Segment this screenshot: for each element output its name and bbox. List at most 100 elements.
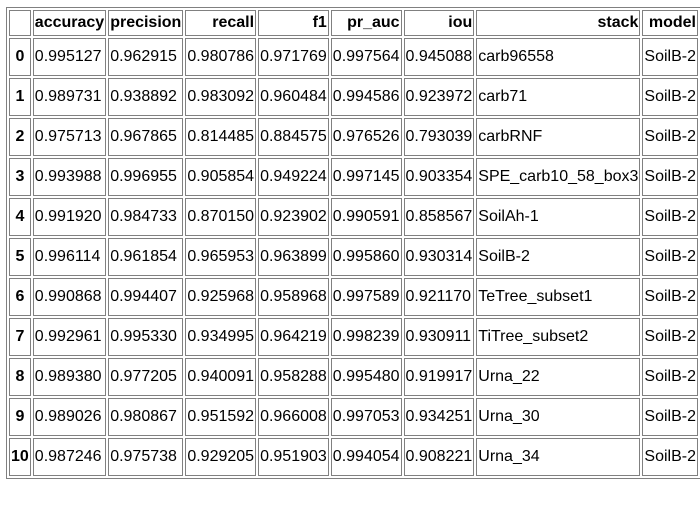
cell-iou: 0.930314: [403, 238, 475, 276]
cell-recall: 0.965953: [185, 238, 257, 276]
cell-stack: Urna_34: [476, 438, 641, 476]
cell-recall: 0.870150: [185, 198, 257, 236]
cell-f1: 0.971769: [258, 38, 329, 76]
cell-index: 9: [9, 398, 31, 436]
cell-iou: 0.923972: [403, 78, 475, 116]
cell-stack: TeTree_subset1: [476, 278, 641, 316]
cell-index: 4: [9, 198, 31, 236]
cell-index: 6: [9, 278, 31, 316]
cell-pr-auc: 0.994586: [330, 78, 402, 116]
cell-model: SoilB-2: [642, 398, 698, 436]
cell-stack: carb96558: [476, 38, 641, 76]
cell-model: SoilB-2: [642, 118, 698, 156]
table-row: 3 0.993988 0.996955 0.905854 0.949224 0.99714…: [9, 158, 698, 196]
cell-iou: 0.934251: [403, 398, 475, 436]
cell-iou: 0.793039: [403, 118, 475, 156]
cell-pr-auc: 0.995860: [330, 238, 402, 276]
cell-pr-auc: 0.997564: [330, 38, 402, 76]
cell-precision: 0.967865: [108, 118, 184, 156]
table-row: 8 0.989380 0.977205 0.940091 0.958288 0.99548…: [9, 358, 698, 396]
cell-accuracy: 0.989731: [32, 78, 107, 116]
cell-f1: 0.960484: [258, 78, 329, 116]
cell-f1: 0.884575: [258, 118, 329, 156]
cell-pr-auc: 0.998239: [330, 318, 402, 356]
cell-f1: 0.966008: [258, 398, 329, 436]
cell-stack: SPE_carb10_58_box3: [476, 158, 641, 196]
table-row: 10 0.987246 0.975738 0.929205 0.951903 0.9940…: [9, 438, 698, 476]
cell-precision: 0.975738: [108, 438, 184, 476]
cell-accuracy: 0.993988: [32, 158, 107, 196]
cell-accuracy: 0.989026: [32, 398, 107, 436]
cell-stack: Urna_30: [476, 398, 641, 436]
table-row: 5 0.996114 0.961854 0.965953 0.963899 0.99586…: [9, 238, 698, 276]
cell-pr-auc: 0.994054: [330, 438, 402, 476]
header-cell-iou: iou: [403, 10, 475, 36]
cell-f1: 0.923902: [258, 198, 329, 236]
cell-stack: Urna_22: [476, 358, 641, 396]
cell-iou: 0.945088: [403, 38, 475, 76]
header-cell-f1: f1: [258, 10, 329, 36]
cell-pr-auc: 0.990591: [330, 198, 402, 236]
cell-pr-auc: 0.997589: [330, 278, 402, 316]
cell-iou: 0.903354: [403, 158, 475, 196]
table-row: 2 0.975713 0.967865 0.814485 0.884575 0.97652…: [9, 118, 698, 156]
cell-model: SoilB-2: [642, 38, 698, 76]
cell-f1: 0.958968: [258, 278, 329, 316]
cell-model: SoilB-2: [642, 158, 698, 196]
cell-iou: 0.921170: [403, 278, 475, 316]
cell-model: SoilB-2: [642, 318, 698, 356]
cell-model: SoilB-2: [642, 238, 698, 276]
cell-index: 5: [9, 238, 31, 276]
header-cell-recall: recall: [185, 10, 257, 36]
cell-accuracy: 0.990868: [32, 278, 107, 316]
cell-iou: 0.908221: [403, 438, 475, 476]
cell-index: 3: [9, 158, 31, 196]
cell-stack: SoilAh-1: [476, 198, 641, 236]
cell-index: 1: [9, 78, 31, 116]
cell-recall: 0.940091: [185, 358, 257, 396]
table-row: 7 0.992961 0.995330 0.934995 0.964219 0.99823…: [9, 318, 698, 356]
cell-stack: carb71: [476, 78, 641, 116]
header-row: accuracy precision recall f1 pr_auc iou …: [9, 10, 698, 36]
cell-precision: 0.984733: [108, 198, 184, 236]
cell-f1: 0.964219: [258, 318, 329, 356]
cell-stack: carbRNF: [476, 118, 641, 156]
cell-pr-auc: 0.997145: [330, 158, 402, 196]
cell-f1: 0.958288: [258, 358, 329, 396]
cell-accuracy: 0.987246: [32, 438, 107, 476]
table-row: 6 0.990868 0.994407 0.925968 0.958968 0.99758…: [9, 278, 698, 316]
cell-index: 10: [9, 438, 31, 476]
table-row: 9 0.989026 0.980867 0.951592 0.966008 0.99705…: [9, 398, 698, 436]
dataframe-container: accuracy precision recall f1 pr_auc iou …: [6, 7, 700, 479]
cell-f1: 0.951903: [258, 438, 329, 476]
header-cell-index: [9, 10, 31, 36]
cell-accuracy: 0.991920: [32, 198, 107, 236]
cell-precision: 0.994407: [108, 278, 184, 316]
cell-accuracy: 0.989380: [32, 358, 107, 396]
cell-accuracy: 0.992961: [32, 318, 107, 356]
cell-precision: 0.996955: [108, 158, 184, 196]
cell-model: SoilB-2: [642, 78, 698, 116]
cell-recall: 0.980786: [185, 38, 257, 76]
cell-index: 7: [9, 318, 31, 356]
header-cell-stack: stack: [476, 10, 641, 36]
cell-precision: 0.977205: [108, 358, 184, 396]
cell-pr-auc: 0.997053: [330, 398, 402, 436]
cell-stack: SoilB-2: [476, 238, 641, 276]
table-body: 0 0.995127 0.962915 0.980786 0.971769 0.99756…: [9, 38, 698, 476]
cell-recall: 0.951592: [185, 398, 257, 436]
cell-precision: 0.962915: [108, 38, 184, 76]
table-row: 1 0.989731 0.938892 0.983092 0.960484 0.99458…: [9, 78, 698, 116]
cell-accuracy: 0.995127: [32, 38, 107, 76]
cell-iou: 0.919917: [403, 358, 475, 396]
cell-recall: 0.929205: [185, 438, 257, 476]
cell-recall: 0.934995: [185, 318, 257, 356]
cell-f1: 0.949224: [258, 158, 329, 196]
header-cell-model: model: [642, 10, 698, 36]
cell-recall: 0.905854: [185, 158, 257, 196]
cell-model: SoilB-2: [642, 198, 698, 236]
cell-accuracy: 0.996114: [32, 238, 107, 276]
cell-precision: 0.938892: [108, 78, 184, 116]
table-header: accuracy precision recall f1 pr_auc iou …: [9, 10, 698, 36]
header-cell-pr-auc: pr_auc: [330, 10, 402, 36]
